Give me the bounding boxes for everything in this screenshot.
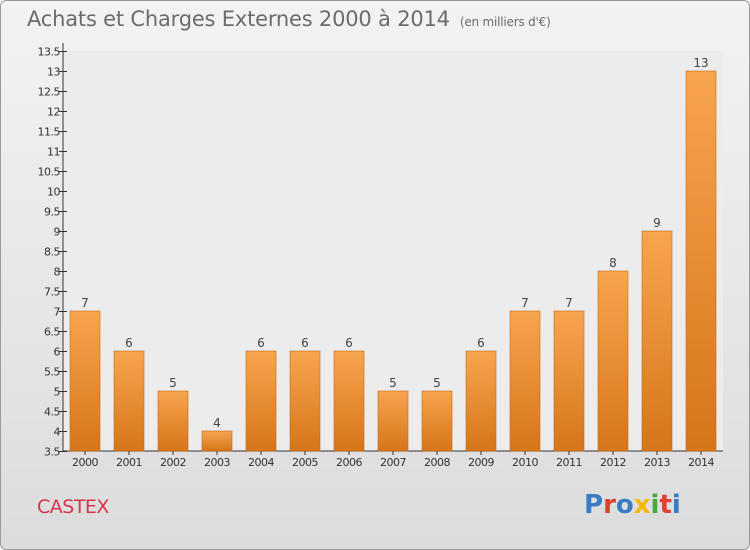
y-tick-label: 9 bbox=[54, 226, 61, 239]
x-tick-label-2009: 2009 bbox=[468, 456, 494, 469]
bar-2006 bbox=[333, 350, 365, 452]
x-tick-label-2001: 2001 bbox=[116, 456, 142, 469]
data-label-2000: 7 bbox=[81, 296, 89, 310]
y-tick-label: 7 bbox=[54, 306, 61, 319]
x-tick-label-2005: 2005 bbox=[292, 456, 318, 469]
chart-subtitle: (en milliers d'€) bbox=[459, 15, 551, 29]
y-tick-label: 10 bbox=[47, 186, 60, 199]
data-label-2011: 7 bbox=[565, 296, 573, 310]
bar-2014 bbox=[685, 70, 717, 452]
bar-2010 bbox=[509, 310, 541, 452]
data-label-2005: 6 bbox=[301, 336, 309, 350]
x-tick-label-2013: 2013 bbox=[644, 456, 670, 469]
y-tick-label: 8.5 bbox=[44, 246, 60, 259]
y-tick-label: 3.5 bbox=[44, 446, 60, 459]
bar-2000 bbox=[69, 310, 101, 452]
y-tick-label: 8 bbox=[54, 266, 61, 279]
x-tick-label-2011: 2011 bbox=[556, 456, 582, 469]
bar-2009 bbox=[465, 350, 497, 452]
x-tick-label-2007: 2007 bbox=[380, 456, 406, 469]
chart-title-text: Achats et Charges Externes 2000 à 2014 bbox=[27, 7, 450, 31]
y-tick-label: 12.5 bbox=[38, 86, 61, 99]
chart-title: Achats et Charges Externes 2000 à 2014 (e… bbox=[27, 7, 551, 31]
y-tick-label: 13.5 bbox=[38, 46, 61, 59]
y-tick-label: 4.5 bbox=[44, 406, 60, 419]
bar-2013 bbox=[641, 230, 673, 452]
bar-2001 bbox=[113, 350, 145, 452]
data-label-2004: 6 bbox=[257, 336, 265, 350]
logo-letter: t bbox=[659, 490, 672, 520]
x-tick-label-2010: 2010 bbox=[512, 456, 538, 469]
y-tick-label: 5 bbox=[54, 386, 61, 399]
logo-letter: o bbox=[615, 490, 634, 520]
x-tick-label-2014: 2014 bbox=[688, 456, 714, 469]
y-tick-label: 5.5 bbox=[44, 366, 60, 379]
y-tick-label: 4 bbox=[54, 426, 61, 439]
bar-2012 bbox=[597, 270, 629, 452]
bar-2004 bbox=[245, 350, 277, 452]
y-tick-label: 13 bbox=[47, 66, 60, 79]
x-tick-label-2003: 2003 bbox=[204, 456, 230, 469]
data-label-2008: 5 bbox=[433, 376, 441, 390]
data-label-2012: 8 bbox=[609, 256, 617, 270]
x-tick-label-2008: 2008 bbox=[424, 456, 450, 469]
x-tick-label-2000: 2000 bbox=[72, 456, 98, 469]
y-tick-label: 11 bbox=[47, 146, 60, 159]
town-name: CASTEX bbox=[37, 496, 109, 518]
y-tick-label: 9.5 bbox=[44, 206, 60, 219]
data-label-2001: 6 bbox=[125, 336, 133, 350]
y-tick-label: 12 bbox=[47, 106, 60, 119]
data-label-2002: 5 bbox=[169, 376, 177, 390]
y-tick-label: 10.5 bbox=[38, 166, 61, 179]
y-tick-label: 11.5 bbox=[38, 126, 61, 139]
bar-2005 bbox=[289, 350, 321, 452]
data-label-2006: 6 bbox=[345, 336, 353, 350]
logo-letter: r bbox=[603, 490, 616, 520]
bar-2003 bbox=[201, 430, 233, 452]
logo-letter: i bbox=[671, 490, 681, 520]
bar-2007 bbox=[377, 390, 409, 452]
data-label-2010: 7 bbox=[521, 296, 529, 310]
y-tick-label: 6.5 bbox=[44, 326, 60, 339]
proxiti-logo: Proxiti bbox=[584, 490, 681, 520]
data-label-2014: 13 bbox=[693, 56, 708, 70]
data-label-2003: 4 bbox=[213, 416, 221, 430]
x-tick-label-2002: 2002 bbox=[160, 456, 186, 469]
x-tick-label-2006: 2006 bbox=[336, 456, 362, 469]
logo-letter: x bbox=[633, 490, 651, 520]
x-tick-label-2004: 2004 bbox=[248, 456, 274, 469]
x-tick-label-2012: 2012 bbox=[600, 456, 626, 469]
logo-letter: P bbox=[584, 490, 604, 520]
data-label-2009: 6 bbox=[477, 336, 485, 350]
y-tick-label: 6 bbox=[54, 346, 61, 359]
data-label-2007: 5 bbox=[389, 376, 397, 390]
bar-2008 bbox=[421, 390, 453, 452]
data-label-2013: 9 bbox=[653, 216, 661, 230]
logo-letter: i bbox=[650, 490, 660, 520]
y-tick-label: 7.5 bbox=[44, 286, 60, 299]
bar-2011 bbox=[553, 310, 585, 452]
bar-2002 bbox=[157, 390, 189, 452]
